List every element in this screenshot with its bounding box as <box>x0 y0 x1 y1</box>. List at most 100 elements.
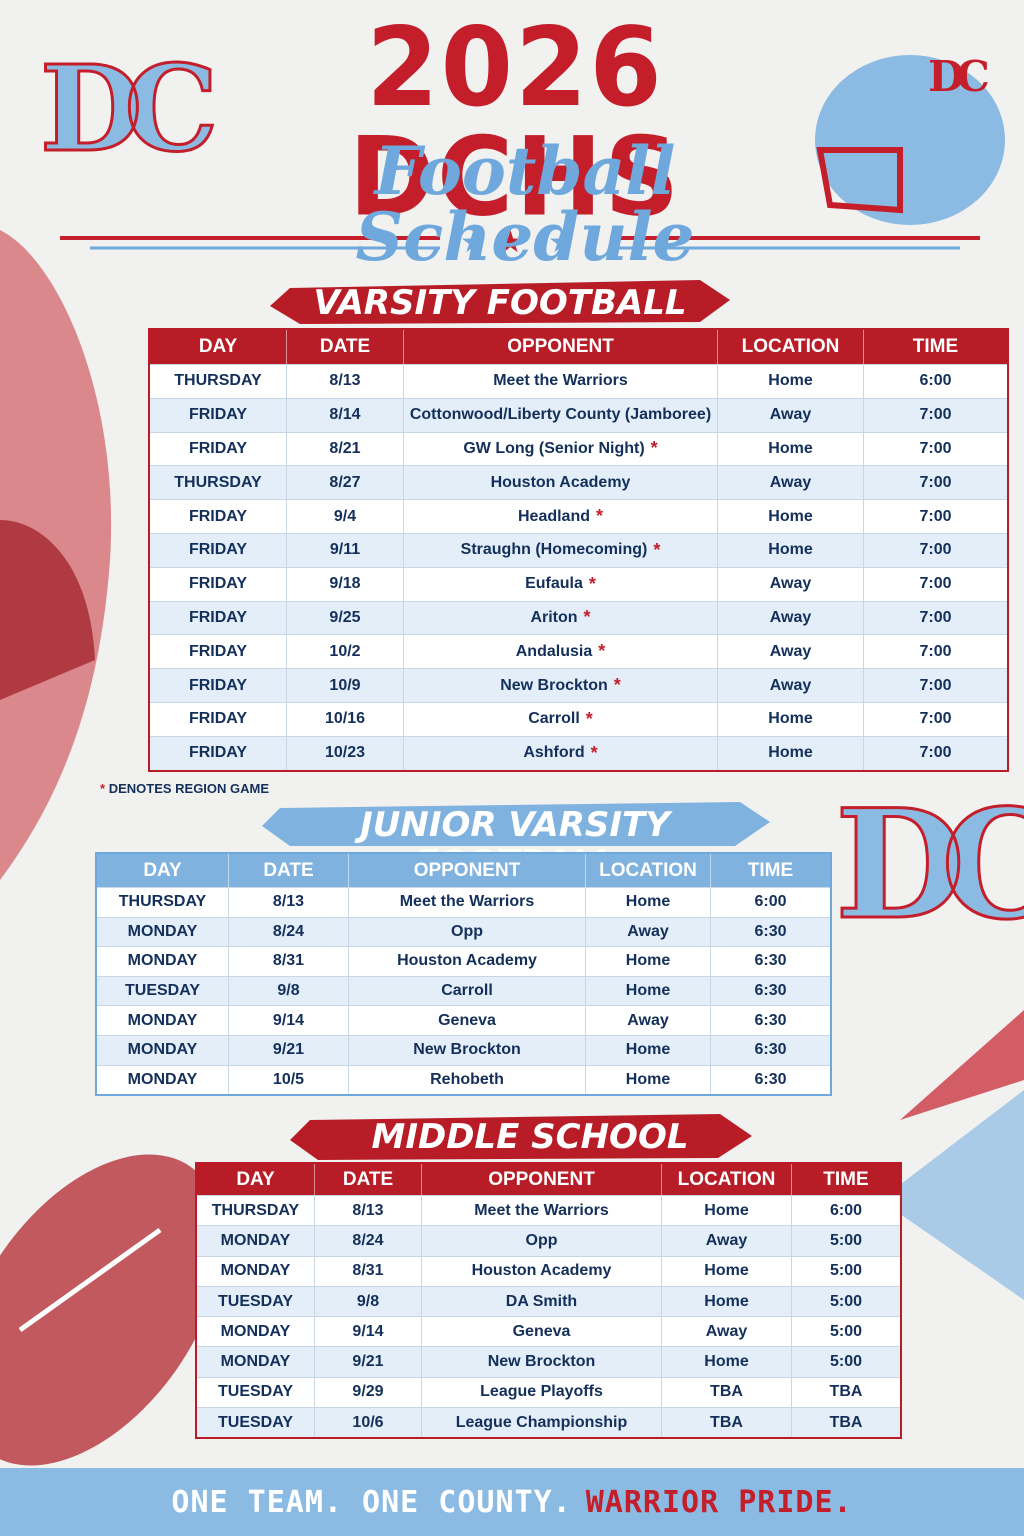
column-header: DATE <box>287 330 404 364</box>
header-row: DAY DATE OPPONENT LOCATION TIME <box>197 1164 900 1195</box>
cell-text: 8/14 <box>329 406 361 424</box>
cell-text: Away <box>627 1011 669 1029</box>
cell: 7:00 <box>864 433 1007 466</box>
cell: Opp <box>422 1226 662 1256</box>
column-header: TIME <box>747 859 794 881</box>
cell-text: 5:00 <box>829 1322 863 1340</box>
cell-text: Home <box>768 507 813 525</box>
cell: Away <box>586 1006 711 1035</box>
cell-text: 8/13 <box>272 893 305 911</box>
cell: Home <box>586 976 711 1006</box>
cell-text: 6:00 <box>919 372 952 390</box>
cell-text: MONDAY <box>220 1262 291 1280</box>
cell-text: Home <box>704 1353 749 1371</box>
cell: Home <box>718 432 864 466</box>
cell-text: Ariton <box>530 608 578 626</box>
cell: League Championship <box>422 1408 662 1438</box>
cell-text: TUESDAY <box>125 982 200 1000</box>
cell-text: 8/13 <box>329 372 361 390</box>
cell-text: Home <box>625 1041 671 1059</box>
cell: TUESDAY <box>97 976 229 1006</box>
cell: Away <box>662 1317 792 1347</box>
cell-text: 9/11 <box>329 541 361 559</box>
cell-text: Home <box>768 372 813 390</box>
cell: 9/8 <box>315 1286 422 1317</box>
header-row: DAY DATE OPPONENT LOCATION TIME <box>97 854 830 887</box>
cell: Home <box>718 736 864 770</box>
cell-text: 8/31 <box>352 1262 384 1280</box>
cell: 5:00 <box>792 1226 900 1255</box>
cell-text: 7:00 <box>919 676 952 694</box>
column-header: LOCATION <box>718 330 864 364</box>
cell-text: Geneva <box>438 1011 496 1029</box>
cell: MONDAY <box>197 1347 315 1377</box>
cell: 7:00 <box>864 534 1007 567</box>
cell-text: 10/5 <box>272 1070 305 1088</box>
cell: Andalusia * <box>404 635 718 669</box>
cell: FRIDAY <box>150 567 287 601</box>
cell: MONDAY <box>97 917 229 947</box>
cell-text: 6:00 <box>754 893 787 911</box>
cell: 5:00 <box>792 1317 900 1346</box>
cell-text: 9/14 <box>352 1322 384 1340</box>
subtitle: Football Schedule <box>355 132 695 276</box>
cell: 6:30 <box>711 1066 830 1095</box>
cell-text: League Playoffs <box>480 1383 603 1401</box>
cell-text: Andalusia <box>515 642 593 660</box>
row: FRIDAY 10/9 New Brockton * Away 7:00 <box>150 668 1007 702</box>
cell: Home <box>662 1286 792 1317</box>
cell: 7:00 <box>864 466 1007 499</box>
cell-text: Geneva <box>512 1322 571 1340</box>
cell-text: THURSDAY <box>174 473 262 491</box>
cell-text: GW Long (Senior Night) <box>463 439 645 457</box>
row: MONDAY 9/14 Geneva Away 6:30 <box>97 1005 830 1035</box>
cell: Home <box>662 1196 792 1226</box>
cell: FRIDAY <box>150 500 287 533</box>
cell-text: 7:00 <box>919 439 952 457</box>
cell-text: FRIDAY <box>188 575 248 593</box>
cell: Home <box>718 533 864 567</box>
row: FRIDAY 9/18 Eufaula * Away 7:00 <box>150 566 1007 601</box>
cell-text: 8/21 <box>329 439 361 457</box>
footnote-text: DENOTES REGION GAME <box>108 781 270 796</box>
cell: Home <box>718 365 864 398</box>
cell: Headland * <box>404 500 718 533</box>
cell: FRIDAY <box>150 669 287 702</box>
region-mark: * <box>653 539 661 560</box>
cell-text: FRIDAY <box>188 406 248 424</box>
cell: 9/21 <box>315 1347 422 1377</box>
cell: Home <box>586 888 711 917</box>
region-mark: * <box>650 438 658 459</box>
cell-text: FRIDAY <box>188 439 248 457</box>
cell-text: Away <box>769 575 812 593</box>
cell-text: 7:00 <box>919 473 952 491</box>
cell-text: Away <box>769 676 812 694</box>
logo: DC <box>833 777 1024 953</box>
cell-text: 10/23 <box>324 744 366 762</box>
cell-text: FRIDAY <box>188 710 248 728</box>
cell-text: FRIDAY <box>188 608 248 626</box>
cell-text: FRIDAY <box>188 541 248 559</box>
title: 2026 DCHS <box>348 3 682 241</box>
cell: MONDAY <box>197 1226 315 1256</box>
cell-text: TBA <box>710 1383 743 1401</box>
cell-text: 6:30 <box>754 922 787 940</box>
row: FRIDAY 9/25 Ariton * Away 7:00 <box>150 600 1007 635</box>
cell-text: 6:30 <box>754 1070 787 1088</box>
column-header: DAY <box>197 1164 315 1195</box>
row: MONDAY 9/14 Geneva Away 5:00 <box>197 1316 900 1347</box>
row: THURSDAY 8/13 Meet the Warriors Home 6:00 <box>197 1195 900 1226</box>
cell: MONDAY <box>197 1317 315 1347</box>
cell-text: FRIDAY <box>188 507 248 525</box>
cell-text: Home <box>704 1292 749 1310</box>
cell: MONDAY <box>97 1006 229 1035</box>
cell-text: Houston Academy <box>471 1262 612 1280</box>
cell: 7:00 <box>864 602 1007 635</box>
cell-text: 5:00 <box>829 1292 863 1310</box>
cell: 9/14 <box>229 1006 349 1035</box>
cell-text: 7:00 <box>919 507 952 525</box>
cell: FRIDAY <box>150 736 287 770</box>
cell: League Playoffs <box>422 1377 662 1408</box>
cell: Away <box>718 635 864 669</box>
